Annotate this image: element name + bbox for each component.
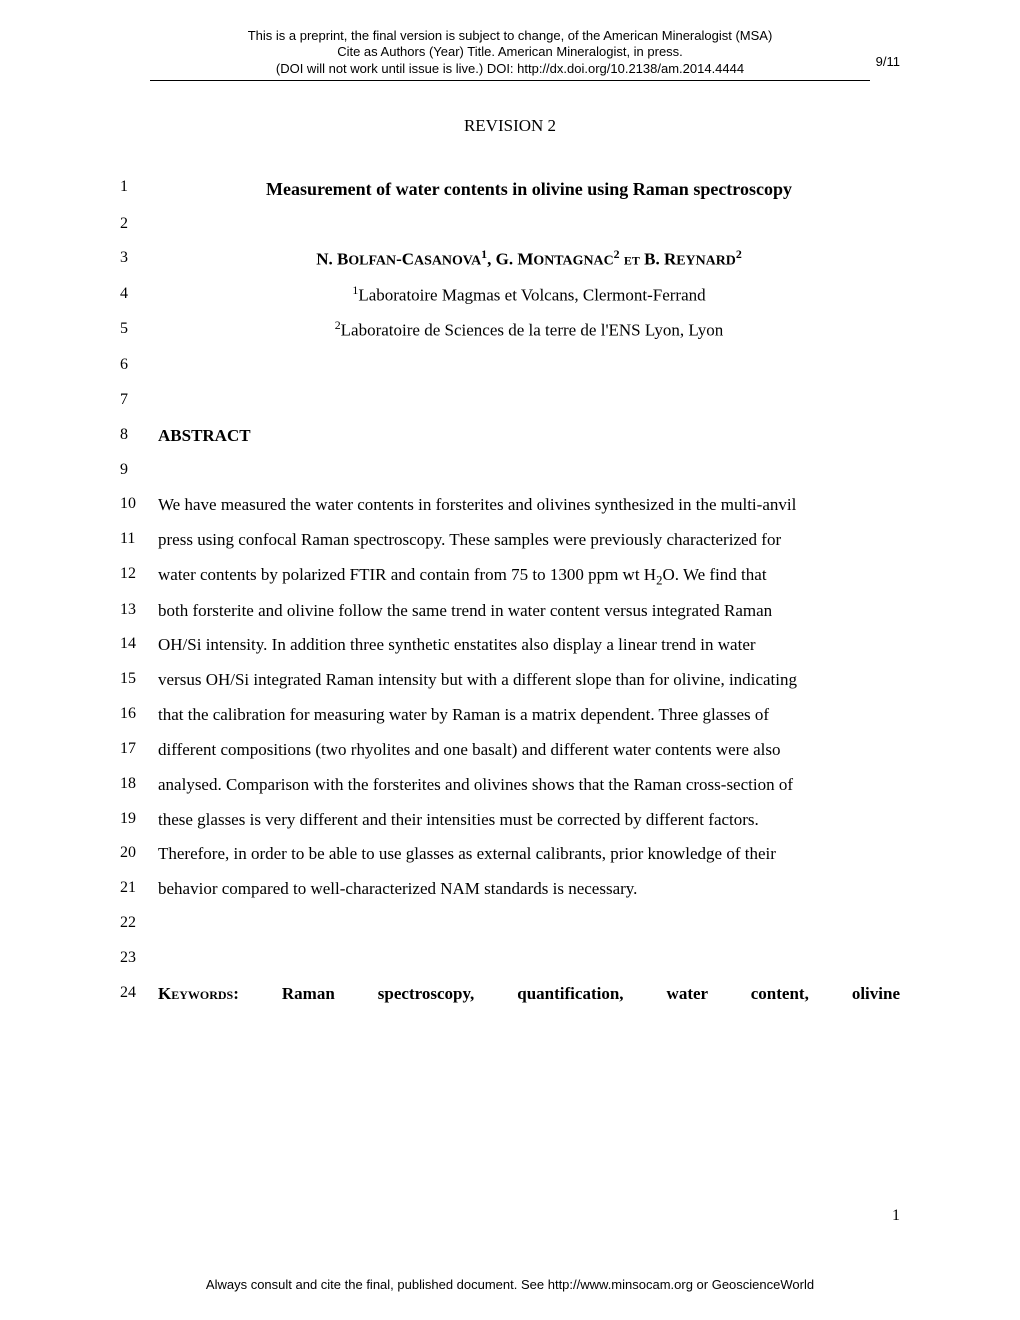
line-number: 8	[120, 419, 158, 444]
line-number: 14	[120, 628, 158, 653]
abstract-text: these glasses is very different and thei…	[158, 803, 900, 838]
line-number: 3	[120, 242, 158, 267]
preprint-line-2: Cite as Authors (Year) Title. American M…	[150, 44, 870, 60]
line-number: 18	[120, 768, 158, 793]
abstract-text: versus OH/Si integrated Raman intensity …	[158, 663, 900, 698]
abstract-text: OH/Si intensity. In addition three synth…	[158, 628, 900, 663]
preprint-line-1: This is a preprint, the final version is…	[150, 28, 870, 44]
abstract-text: both forsterite and olivine follow the s…	[158, 594, 900, 629]
preprint-header: This is a preprint, the final version is…	[150, 28, 870, 81]
keywords-line: Keywords: Raman spectroscopy, quantifica…	[158, 977, 900, 1012]
authors-line: N. Bolfan-Casanova1, G. Montagnac2 et B.…	[158, 242, 900, 278]
line-number: 22	[120, 907, 158, 932]
manuscript-body: 1 Measurement of water contents in olivi…	[120, 171, 900, 1012]
blank-line	[158, 384, 900, 419]
line-number: 20	[120, 837, 158, 862]
blank-line	[158, 942, 900, 977]
abstract-text: water contents by polarized FTIR and con…	[158, 558, 900, 594]
line-number: 13	[120, 594, 158, 619]
line-number: 16	[120, 698, 158, 723]
abstract-text: behavior compared to well-characterized …	[158, 872, 900, 907]
blank-line	[158, 454, 900, 489]
line-number: 12	[120, 558, 158, 583]
line-number: 5	[120, 313, 158, 338]
revision-heading: REVISION 2	[120, 116, 900, 136]
abstract-text: We have measured the water contents in f…	[158, 488, 900, 523]
line-number: 23	[120, 942, 158, 967]
abstract-text: different compositions (two rhyolites an…	[158, 733, 900, 768]
line-number: 1	[120, 171, 158, 196]
affiliation-2: 2Laboratoire de Sciences de la terre de …	[158, 313, 900, 349]
abstract-heading: ABSTRACT	[158, 419, 900, 454]
line-number: 4	[120, 278, 158, 303]
line-number: 19	[120, 803, 158, 828]
abstract-text: analysed. Comparison with the forsterite…	[158, 768, 900, 803]
header-date: 9/11	[876, 54, 900, 69]
line-number: 7	[120, 384, 158, 409]
blank-line	[158, 349, 900, 384]
affiliation-1: 1Laboratoire Magmas et Volcans, Clermont…	[158, 278, 900, 314]
line-number: 17	[120, 733, 158, 758]
line-number: 11	[120, 523, 158, 548]
abstract-text: Therefore, in order to be able to use gl…	[158, 837, 900, 872]
line-number: 6	[120, 349, 158, 374]
line-number: 24	[120, 977, 158, 1002]
page-number: 1	[892, 1207, 900, 1225]
line-number: 15	[120, 663, 158, 688]
blank-line	[158, 208, 900, 243]
abstract-text: that the calibration for measuring water…	[158, 698, 900, 733]
preprint-line-3: (DOI will not work until issue is live.)…	[150, 61, 870, 77]
paper-title: Measurement of water contents in olivine…	[158, 171, 900, 208]
footer-note: Always consult and cite the final, publi…	[0, 1277, 1020, 1292]
keywords-body: Raman spectroscopy, quantification, wate…	[282, 984, 900, 1003]
keywords-label: Keywords:	[158, 984, 239, 1003]
blank-line	[158, 907, 900, 942]
line-number: 9	[120, 454, 158, 479]
line-number: 2	[120, 208, 158, 233]
abstract-text: press using confocal Raman spectroscopy.…	[158, 523, 900, 558]
line-number: 10	[120, 488, 158, 513]
line-number: 21	[120, 872, 158, 897]
